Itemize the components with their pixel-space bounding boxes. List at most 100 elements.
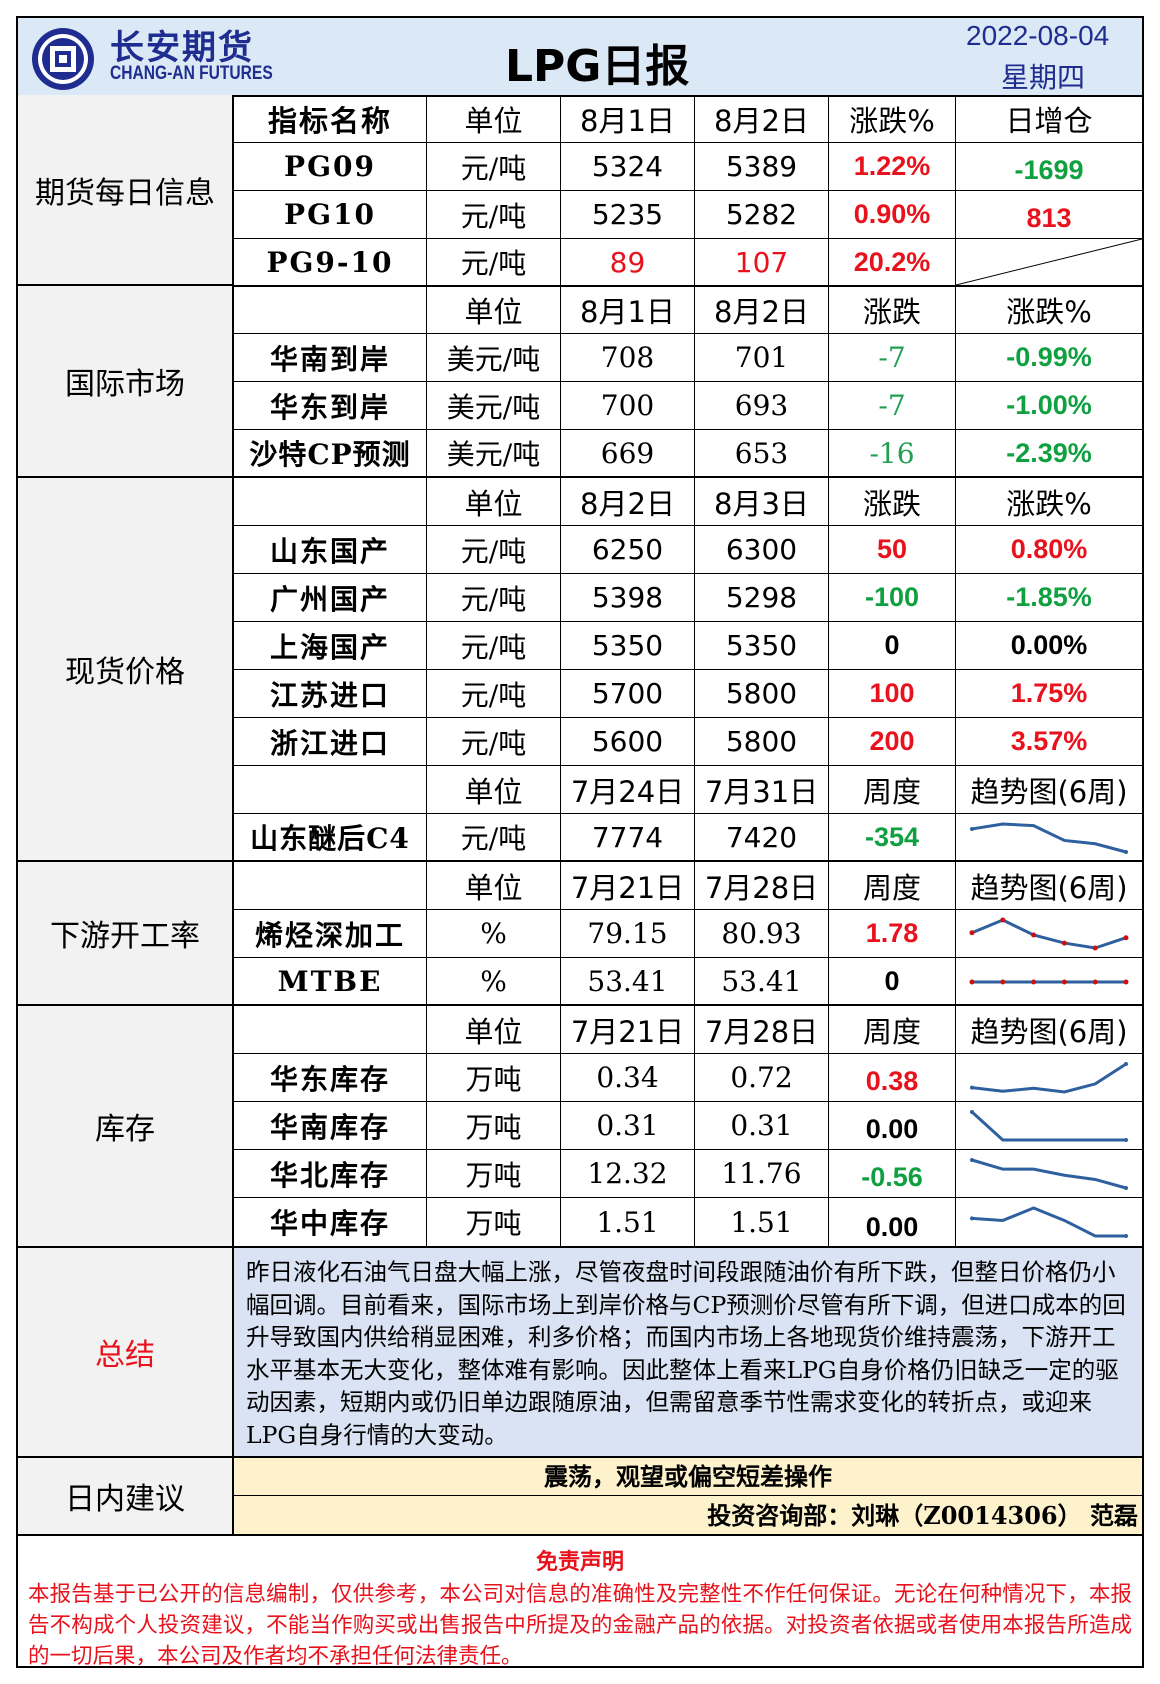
col-header-change: 涨跌 xyxy=(829,478,956,525)
report-frame xyxy=(16,16,1144,1668)
row-value-2: 653 xyxy=(695,430,829,476)
row-unit: 元/吨 xyxy=(427,191,561,238)
col-header-unit: 单位 xyxy=(427,766,561,813)
row-change: 1.22% xyxy=(829,143,956,190)
suggestion-text: 震荡，观望或偏空短差操作 xyxy=(234,1458,1142,1496)
row-value-1: 700 xyxy=(561,382,695,429)
row-change: 50 xyxy=(829,526,956,573)
report-weekday: 星期四 xyxy=(1001,61,1086,94)
table-row: 华北库存 万吨 12.32 11.76 -0.56 xyxy=(234,1150,1142,1198)
trend-point xyxy=(1092,945,1098,951)
trend-point xyxy=(970,1216,974,1221)
trend-point xyxy=(1124,1234,1128,1238)
trend-cell xyxy=(956,814,1142,860)
row-value-1: 708 xyxy=(561,334,695,381)
diagonal-cell xyxy=(956,239,1142,285)
col-header-name xyxy=(234,862,427,909)
trend-point xyxy=(1124,1186,1128,1190)
row-name: 华北库存 xyxy=(234,1150,427,1197)
trend-line xyxy=(971,1158,1127,1190)
row-value-1: 669 xyxy=(561,430,695,476)
trend-line xyxy=(970,1110,1126,1142)
row-change-pct: -1.00% xyxy=(1006,390,1092,420)
row-value-1: 5235 xyxy=(561,191,695,238)
trend-sparkline xyxy=(970,822,1128,854)
row-name: 江苏进口 xyxy=(234,670,427,717)
row-unit: 元/吨 xyxy=(427,718,561,765)
row-value-1: 79.15 xyxy=(561,910,695,957)
row-value-1: 5700 xyxy=(561,670,695,717)
row-change-pct: 0.00% xyxy=(1010,630,1088,660)
row-name: 浙江进口 xyxy=(234,718,427,765)
row-change-pct: 3.57% xyxy=(1010,726,1088,756)
row-unit: 万吨 xyxy=(427,1198,561,1246)
row-change: -100 xyxy=(829,574,956,621)
table-row: 山东国产 元/吨 6250 6300 50 0.80% xyxy=(234,526,1142,574)
col-header-trend: 趋势图(6周) xyxy=(970,1014,1128,1049)
row-change: -7 xyxy=(829,382,956,429)
disclaimer: 免责声明 本报告基于已公开的信息编制，仅供参考，本公司对信息的准确性及完整性不作… xyxy=(18,1536,1142,1669)
col-header-trend: 趋势图(6周) xyxy=(970,870,1128,905)
trend-sparkline xyxy=(969,979,1129,985)
col-header-change-pct: 涨跌% xyxy=(1006,294,1092,329)
row-name: 沙特CP预测 xyxy=(234,430,427,476)
row-change: 0 xyxy=(829,958,956,1004)
trend-point xyxy=(970,1085,974,1090)
trend-line xyxy=(971,918,1127,950)
col-header-unit: 单位 xyxy=(427,286,561,333)
company-name-cn: 长安期货 xyxy=(110,28,254,68)
row-name: PG10 xyxy=(234,191,427,238)
row-unit: 美元/吨 xyxy=(427,334,561,381)
c4-header-row: 单位 7月24日 7月31日 周度 趋势图(6周) xyxy=(234,766,1142,814)
row-value-1: 12.32 xyxy=(561,1150,695,1197)
table-row: 广州国产 元/吨 5398 5298 -100 -1.85% xyxy=(234,574,1142,622)
trend-point xyxy=(969,979,975,985)
row-open-interest: 813 xyxy=(1026,203,1072,233)
disclaimer-title: 免责声明 xyxy=(535,1549,624,1575)
col-header-weekly: 周度 xyxy=(829,862,956,909)
table-row: 烯烃深加工 % 79.15 80.93 1.78 xyxy=(234,910,1142,958)
row-change: 20.2% xyxy=(829,239,956,285)
col-header-name xyxy=(234,286,427,333)
section-suggestion: 日内建议 xyxy=(18,1458,234,1536)
row-name: 烯烃深加工 xyxy=(234,910,427,957)
row-unit: 万吨 xyxy=(427,1150,561,1197)
trend-cell xyxy=(956,1150,1142,1197)
table-row: 华南库存 万吨 0.31 0.31 0.00 xyxy=(234,1102,1142,1150)
row-name: 广州国产 xyxy=(234,574,427,621)
row-name: 华南库存 xyxy=(234,1102,427,1149)
trend-cell xyxy=(956,958,1142,1004)
row-value-2: 0.31 xyxy=(695,1102,829,1149)
trend-cell xyxy=(956,1054,1142,1101)
inventory-header-row: 单位 7月21日 7月28日 周度 趋势图(6周) xyxy=(234,1006,1142,1054)
row-change: 0.00 xyxy=(829,1198,956,1246)
col-header-date2: 7月28日 xyxy=(695,862,829,909)
trend-point xyxy=(1031,979,1037,985)
trend-point xyxy=(970,1110,974,1114)
summary-text: 昨日液化石油气日盘大幅上涨，尽管夜盘时间段跟随油价有所下跌，但整日价格仍小幅回调… xyxy=(234,1248,1142,1458)
col-header-date2: 8月3日 xyxy=(695,478,829,525)
spot-header-row: 单位 8月2日 8月3日 涨跌 涨跌% xyxy=(234,478,1142,526)
table-row: 江苏进口 元/吨 5700 5800 100 1.75% xyxy=(234,670,1142,718)
trend-point xyxy=(969,930,975,936)
row-value-2: 1.51 xyxy=(695,1198,829,1246)
table-row: PG9-10 元/吨 89 107 20.2% xyxy=(234,239,1142,287)
row-name: 华南到岸 xyxy=(234,334,427,381)
trend-point xyxy=(1092,979,1098,985)
row-value-2: 5350 xyxy=(695,622,829,669)
row-name: 山东醚后C4 xyxy=(234,814,427,860)
row-value-2: 5389 xyxy=(695,143,829,190)
col-header-date2: 7月31日 xyxy=(695,766,829,813)
row-value-2: 5800 xyxy=(695,718,829,765)
row-value-1: 53.41 xyxy=(561,958,695,1004)
row-unit: % xyxy=(427,910,561,957)
report-header xyxy=(18,18,1142,97)
col-header-name xyxy=(234,478,427,525)
row-value-2: 693 xyxy=(695,382,829,429)
row-change: 0.90% xyxy=(829,191,956,238)
row-change: 1.78 xyxy=(829,910,956,957)
row-value-1: 7774 xyxy=(561,814,695,860)
trend-sparkline xyxy=(969,917,1129,951)
disclaimer-text: 本报告基于已公开的信息编制，仅供参考，本公司对信息的准确性及完整性不作任何保证。… xyxy=(28,1582,1132,1669)
row-value-1: 5324 xyxy=(561,143,695,190)
